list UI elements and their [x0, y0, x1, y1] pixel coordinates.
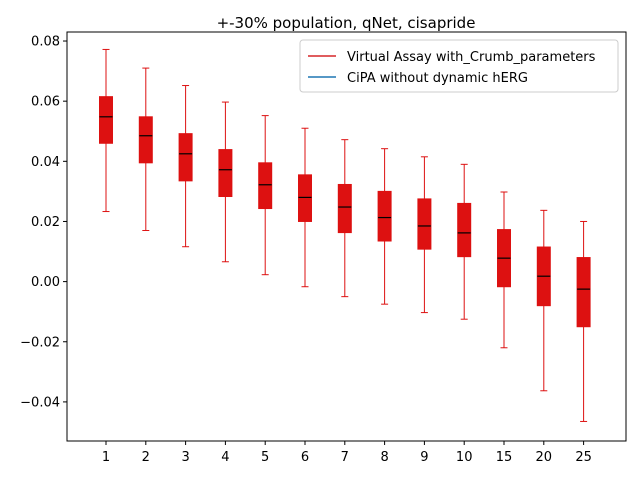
- box-2: [138, 67, 153, 231]
- y-tick-label: 0.08: [31, 35, 60, 50]
- box-9: [417, 156, 432, 314]
- box-15: [497, 191, 511, 349]
- box-7: [337, 139, 352, 298]
- x-tick-label: 6: [301, 450, 309, 465]
- iqr-box: [576, 257, 591, 328]
- x-tick-label: 20: [536, 450, 553, 465]
- y-tick-label: 0.04: [31, 155, 60, 170]
- x-tick-label: 8: [380, 450, 388, 465]
- y-tick-label: −0.04: [20, 395, 60, 410]
- x-tick-label: 1: [102, 450, 110, 465]
- iqr-box: [258, 162, 273, 210]
- iqr-box: [298, 174, 312, 222]
- axes-frame: [66, 31, 627, 442]
- iqr-box: [377, 190, 392, 242]
- iqr-box: [138, 116, 153, 164]
- x-tick-label: 9: [420, 450, 428, 465]
- iqr-box: [218, 149, 233, 198]
- x-tick-label: 15: [496, 450, 513, 465]
- x-tick-label: 25: [575, 450, 592, 465]
- y-tick-label: 0.06: [31, 95, 60, 110]
- iqr-box: [178, 133, 193, 182]
- axes: −0.04 −0.02 0.00 0.02 0.04 0.06 0.08 1 2 3 4 5 6 7 8 9 1…: [20, 35, 592, 465]
- legend-label-virtual-assay: Virtual Assay with_Crumb_parameters: [347, 50, 596, 65]
- y-tick-label: 0.00: [31, 275, 60, 290]
- iqr-box: [457, 202, 472, 258]
- x-tick-label: 5: [261, 450, 269, 465]
- x-tick-label: 2: [142, 450, 150, 465]
- box-8: [377, 148, 392, 305]
- box-1: [99, 48, 113, 213]
- y-tick-label: 0.02: [31, 215, 60, 230]
- iqr-box: [99, 96, 113, 144]
- x-tick-label: 4: [221, 450, 229, 465]
- legend-box: [299, 39, 619, 93]
- box-5: [258, 115, 273, 276]
- x-tick-label: 3: [181, 450, 189, 465]
- box-3: [178, 85, 193, 248]
- box-4: [218, 101, 233, 263]
- x-tick-label: 7: [341, 450, 349, 465]
- plot-area: [99, 48, 591, 422]
- box-20: [536, 209, 551, 392]
- legend: Virtual Assay with_Crumb_parameters CiPA…: [299, 39, 619, 93]
- y-tick-label: −0.02: [20, 335, 60, 350]
- box-25: [576, 220, 591, 422]
- x-tick-label: 10: [456, 450, 473, 465]
- box-10: [457, 163, 472, 320]
- iqr-box: [417, 198, 432, 250]
- iqr-box: [337, 183, 352, 234]
- chart-title: +-30% population, qNet, cisapride: [217, 14, 476, 32]
- box-6: [298, 127, 312, 288]
- legend-label-cipa: CiPA without dynamic hERG: [347, 71, 528, 86]
